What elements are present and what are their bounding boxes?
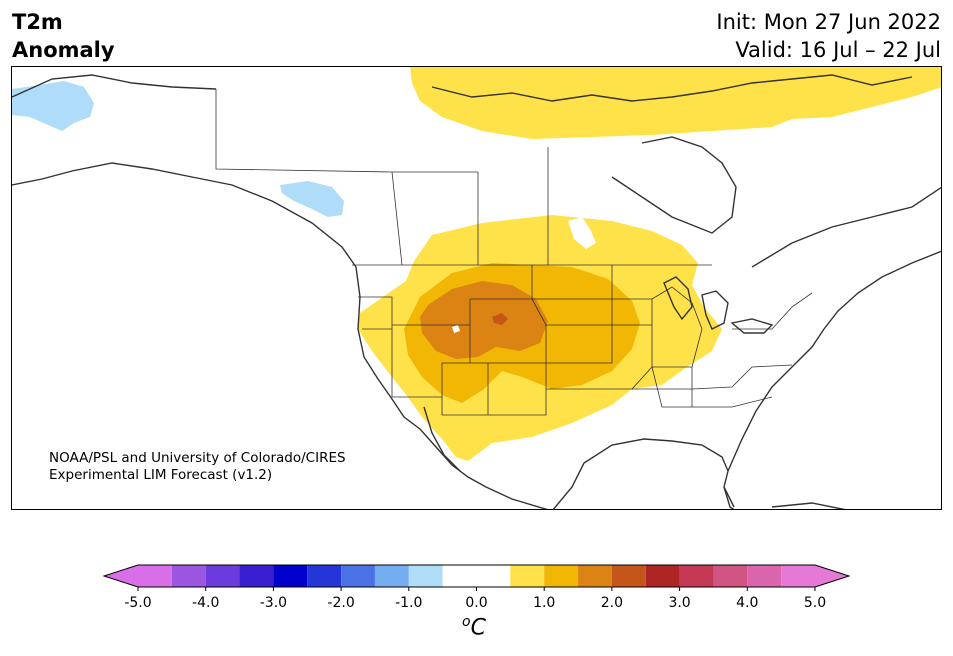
- colorbar-ticks: -5.0 -4.0 -3.0 -2.0 -1.0 0.0 1.0 2.0 3.0 4.0 5.0: [124, 587, 826, 611]
- colorbar-bin: [713, 565, 748, 587]
- pacific-coast: [357, 296, 548, 509]
- colorbar-bin: [307, 565, 342, 587]
- colorbar-bin: [408, 565, 443, 587]
- anomaly-arctic-warm: [410, 67, 941, 139]
- colorbar-bin: [679, 565, 714, 587]
- anomaly-rockies-warm: [420, 281, 548, 359]
- colorbar-bin: [510, 565, 545, 587]
- anomaly-dakota-hole: [568, 217, 596, 249]
- anomaly-wyoming-warm: [492, 313, 508, 325]
- unit-letter: C: [470, 615, 486, 641]
- init-date: Init: Mon 27 Jun 2022: [716, 10, 941, 34]
- colorbar-bin: [747, 565, 782, 587]
- baja-coast: [423, 406, 461, 472]
- labrador-coast: [751, 186, 941, 268]
- colorbar-bin: [645, 565, 680, 587]
- alaska-coast: [12, 74, 217, 98]
- atlantic-coast: [727, 250, 941, 472]
- credit-text: NOAA/PSL and University of Colorado/CIRE…: [49, 450, 346, 484]
- anomaly-map: [11, 66, 942, 510]
- colorbar-over-arrow: [815, 565, 849, 587]
- hudson-bay: [611, 136, 737, 234]
- credit-line-1: NOAA/PSL and University of Colorado/CIRE…: [49, 450, 346, 466]
- cuba: [771, 502, 846, 509]
- colorbar-bin: [138, 565, 172, 587]
- colorbar-unit: oC: [462, 614, 486, 640]
- colorbar-bin: [273, 565, 308, 587]
- colorbar-tick-label: 4.0: [736, 595, 758, 611]
- colorbar-tick-label: -4.0: [192, 595, 219, 611]
- arctic-islands: [431, 74, 913, 102]
- credit-line-2: Experimental LIM Forecast (v1.2): [49, 467, 273, 483]
- colorbar-tick-label: -2.0: [327, 595, 354, 611]
- colorbar-tick-label: -1.0: [395, 595, 422, 611]
- colorbar-tick-label: 2.0: [601, 595, 623, 611]
- anomaly-alaska-cool: [12, 81, 94, 131]
- colorbar-bin: [611, 565, 646, 587]
- colorbar-tick-label: 3.0: [668, 595, 690, 611]
- gulf-coast: [552, 438, 735, 509]
- colorbar-bin: [544, 565, 579, 587]
- florida: [723, 486, 735, 509]
- colorbar-bin: [205, 565, 240, 587]
- colorbar-under-arrow: [104, 565, 138, 587]
- colorbar-bin: [171, 565, 206, 587]
- date-block: Init: Mon 27 Jun 2022 Valid: 16 Jul – 22…: [716, 8, 941, 64]
- colorbar-bin: [578, 565, 612, 587]
- political-borders: [215, 89, 813, 416]
- title-block: T2m Anomaly: [12, 8, 115, 64]
- alaska-south-coast: [12, 162, 361, 298]
- anomaly-yukon-cool: [280, 181, 344, 217]
- quantity-title: Anomaly: [12, 38, 115, 62]
- valid-date: Valid: 16 Jul – 22 Jul: [735, 38, 941, 62]
- colorbar-bins: [102, 564, 851, 588]
- colorbar-tick-label: 0.0: [465, 595, 487, 611]
- colorbar-bin: [781, 565, 815, 587]
- great-lakes: [663, 276, 774, 334]
- colorbar-bin: [374, 565, 409, 587]
- colorbar: -5.0 -4.0 -3.0 -2.0 -1.0 0.0 1.0 2.0 3.0 4.0 5.0: [102, 564, 851, 611]
- anomaly-hole: [452, 325, 460, 333]
- colorbar-bin: [442, 565, 511, 587]
- map-canvas: [12, 67, 941, 509]
- colorbar-tick-label: 1.0: [533, 595, 555, 611]
- colorbar-tick-label: 5.0: [804, 595, 826, 611]
- colorbar-bin: [239, 565, 274, 587]
- coastlines: [12, 74, 941, 509]
- colorbar-tick-label: -5.0: [124, 595, 151, 611]
- degree-symbol: o: [462, 614, 471, 630]
- colorbar-tick-label: -3.0: [260, 595, 287, 611]
- anomaly-shading: [12, 67, 941, 461]
- variable-title: T2m: [12, 10, 63, 34]
- colorbar-bin: [341, 565, 375, 587]
